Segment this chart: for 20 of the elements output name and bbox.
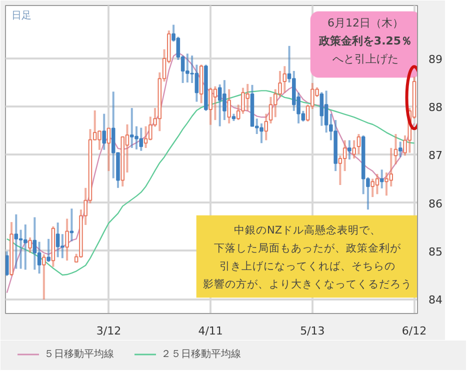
annotation: 引き上げになってくれば、そちらの <box>220 260 396 272</box>
x-tick-label: 4/11 <box>198 324 223 338</box>
y-tick-label: 89 <box>428 52 442 66</box>
annotation: へと引上げた <box>332 52 398 66</box>
annotation: 影響の方が、より大きくなってくるだろう <box>203 278 412 290</box>
annotation: 政策金利を3.25％ <box>318 34 412 48</box>
x-tick-label: 3/12 <box>96 324 122 338</box>
y-tick-label: 84 <box>428 294 442 307</box>
y-tick-label: 87 <box>428 149 442 162</box>
y-tick-label: 88 <box>428 101 442 114</box>
y-tick-label: 85 <box>428 245 442 258</box>
x-tick-label: 5/13 <box>300 324 325 338</box>
legend-label: ５日移動平均線 <box>44 348 114 361</box>
x-tick-label: 6/12 <box>402 324 427 338</box>
legend-label: ２５日移動平均線 <box>161 348 241 361</box>
annotation: 下落した局面もあったが、政策金利が <box>214 242 402 254</box>
annotation: 中銀のNZドル高懸念表明で、 <box>234 224 382 236</box>
annotation: 6月12日（木） <box>328 16 404 30</box>
y-tick-label: 86 <box>428 197 442 210</box>
text: 日足 <box>12 10 32 22</box>
